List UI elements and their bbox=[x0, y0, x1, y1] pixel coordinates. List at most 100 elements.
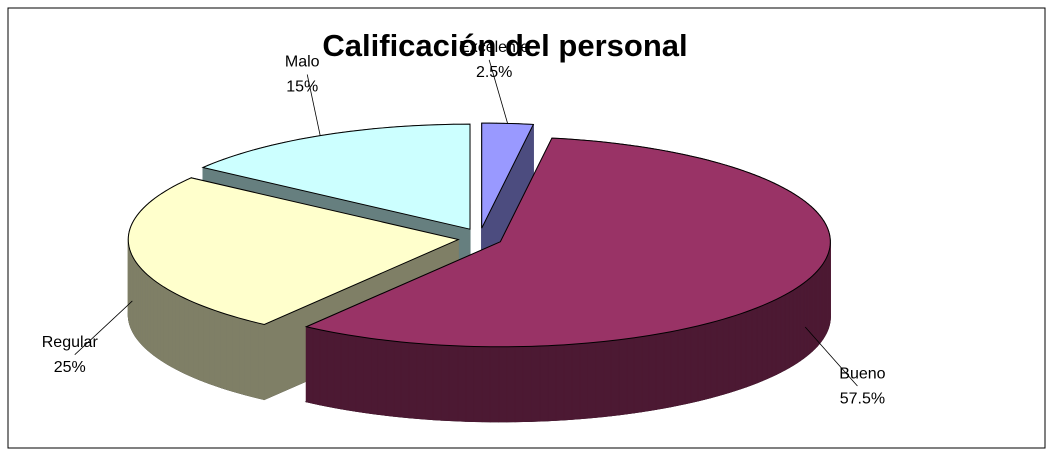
slice-side bbox=[385, 339, 395, 417]
leader-line bbox=[74, 300, 133, 355]
slice-side bbox=[663, 331, 672, 409]
slice-side bbox=[610, 339, 620, 417]
slice-side bbox=[677, 328, 686, 406]
leader-line bbox=[306, 74, 321, 136]
slice-side bbox=[633, 336, 643, 414]
leader-line bbox=[804, 326, 858, 387]
slice-side bbox=[788, 289, 794, 369]
slice-side bbox=[522, 345, 532, 423]
slice-side bbox=[347, 334, 357, 412]
slice-side bbox=[780, 294, 786, 373]
slice-side bbox=[704, 321, 712, 400]
slice-side bbox=[355, 335, 364, 413]
data-label-value: 25% bbox=[54, 359, 86, 376]
slice-side bbox=[457, 345, 467, 422]
slice-side bbox=[618, 338, 628, 416]
slice-side bbox=[792, 287, 798, 367]
slice-side bbox=[603, 340, 612, 418]
slice-side bbox=[319, 329, 328, 407]
slice-top bbox=[304, 137, 831, 348]
slice-side bbox=[728, 314, 736, 394]
slice-side bbox=[547, 344, 557, 422]
slice-side bbox=[377, 338, 387, 416]
chart-title: Calificación del personal bbox=[322, 28, 687, 63]
slice-side bbox=[312, 327, 321, 406]
slice-side bbox=[167, 288, 173, 368]
data-label-category: Bueno bbox=[839, 365, 885, 382]
slice-side bbox=[579, 342, 589, 420]
slice-side bbox=[473, 345, 483, 423]
slice-side bbox=[563, 343, 573, 421]
slice-side bbox=[587, 341, 597, 419]
slice-side bbox=[530, 345, 541, 422]
slice-side bbox=[198, 303, 205, 383]
slice-side bbox=[171, 290, 177, 370]
slice-top bbox=[127, 177, 460, 326]
slice-side bbox=[539, 345, 549, 422]
slice-side bbox=[362, 336, 372, 414]
slice-side bbox=[220, 311, 228, 391]
slice-top bbox=[481, 122, 535, 229]
slice-side bbox=[745, 309, 753, 388]
slice-side bbox=[740, 311, 747, 390]
slice-side bbox=[424, 343, 434, 421]
data-label-value: 2.5% bbox=[476, 64, 512, 81]
slice-side bbox=[193, 301, 200, 381]
slice-side bbox=[408, 342, 418, 419]
data-label-category: Malo bbox=[285, 54, 320, 71]
slice-side bbox=[684, 326, 692, 405]
slice-side bbox=[690, 325, 699, 404]
slice-side bbox=[400, 341, 410, 419]
slice-side bbox=[648, 333, 657, 412]
slice-side bbox=[761, 302, 768, 382]
slice-side bbox=[238, 317, 246, 396]
slice-side bbox=[156, 281, 161, 361]
slice-side bbox=[326, 330, 335, 409]
slice-side bbox=[244, 318, 252, 397]
slice-side bbox=[250, 320, 259, 399]
slice-side bbox=[734, 312, 742, 392]
slice-side bbox=[626, 337, 635, 415]
slice-side bbox=[670, 329, 679, 408]
slice-side bbox=[784, 291, 790, 371]
slice-side bbox=[481, 346, 491, 423]
slice-side bbox=[697, 323, 706, 402]
slice-side bbox=[163, 286, 169, 366]
slice-side bbox=[188, 299, 195, 379]
slice-side bbox=[179, 295, 186, 375]
slice-side bbox=[506, 346, 516, 423]
slice-side bbox=[751, 307, 758, 386]
slice-side bbox=[796, 284, 801, 364]
slice-side bbox=[214, 309, 222, 389]
slice-side bbox=[756, 304, 763, 384]
pie-slice bbox=[127, 177, 460, 401]
slice-side bbox=[159, 283, 165, 363]
slice-side bbox=[771, 298, 777, 378]
slice-side bbox=[257, 322, 265, 401]
slice-side bbox=[571, 343, 581, 420]
slice-side bbox=[799, 282, 805, 362]
slice-side bbox=[232, 315, 240, 394]
data-label-category: Excelente bbox=[459, 39, 529, 56]
slice-side bbox=[448, 345, 459, 422]
slice-side bbox=[710, 320, 718, 399]
slice-side bbox=[641, 334, 650, 413]
slice-side bbox=[209, 307, 216, 387]
slice-side bbox=[716, 318, 724, 397]
slice-side bbox=[333, 331, 342, 410]
slice-side bbox=[514, 346, 524, 423]
slice-side bbox=[440, 344, 450, 422]
slice-side bbox=[370, 337, 379, 415]
slice-side bbox=[489, 346, 500, 423]
slice-side bbox=[775, 296, 782, 376]
slice-side bbox=[722, 316, 730, 395]
slice-side bbox=[226, 313, 234, 392]
slice-side bbox=[393, 340, 402, 418]
slice-side bbox=[416, 342, 426, 420]
slice-side bbox=[655, 332, 665, 410]
slice-side bbox=[184, 297, 190, 377]
slice-side bbox=[555, 344, 565, 421]
pie-slice bbox=[304, 137, 831, 423]
leader-line bbox=[488, 59, 509, 124]
